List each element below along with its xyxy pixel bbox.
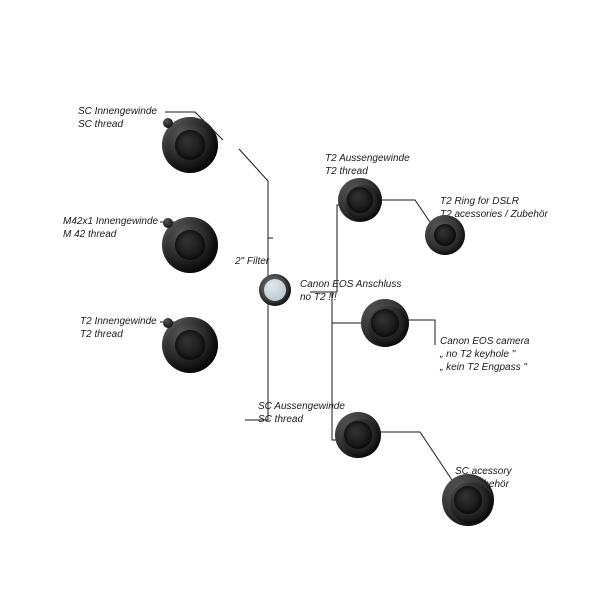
adapter-left1 xyxy=(162,117,218,173)
label-line: 2" Filter xyxy=(235,255,269,268)
label-line: M 42 thread xyxy=(63,228,158,241)
label-line: M42x1 Innengewinde xyxy=(63,215,158,228)
label-filter: 2" Filter xyxy=(235,255,269,268)
adapter-scout xyxy=(335,412,381,458)
label-line: SC Aussengewinde xyxy=(258,400,345,413)
label-line: SC thread xyxy=(78,118,157,131)
label-t2-ring: T2 Ring for DSLR T2 acessories / Zubehör xyxy=(440,195,548,221)
label-t2-inner: T2 Innengewinde T2 thread xyxy=(80,315,157,341)
label-line: Canon EOS camera xyxy=(440,335,530,348)
adapter-left2 xyxy=(162,217,218,273)
adapter-t2out xyxy=(338,178,382,222)
label-m42-inner: M42x1 Innengewinde M 42 thread xyxy=(63,215,158,241)
label-line: SC thread xyxy=(258,413,345,426)
adapter-t2ring xyxy=(425,215,465,255)
label-line: T2 Ring for DSLR xyxy=(440,195,548,208)
label-eos-cam: Canon EOS camera „ no T2 keyhole " „ kei… xyxy=(440,335,530,374)
label-line: T2 thread xyxy=(80,328,157,341)
label-sc-outer: SC Aussengewinde SC thread xyxy=(258,400,345,426)
label-line: T2 thread xyxy=(325,165,410,178)
label-t2-outer: T2 Aussengewinde T2 thread xyxy=(325,152,410,178)
label-line: Canon EOS Anschluss xyxy=(300,278,401,291)
adapter-scacc xyxy=(442,474,494,526)
label-sc-inner: SC Innengewinde SC thread xyxy=(78,105,157,131)
label-line: SC Innengewinde xyxy=(78,105,157,118)
label-line: T2 Innengewinde xyxy=(80,315,157,328)
adapter-eos xyxy=(361,299,409,347)
label-line: „ kein T2 Engpass " xyxy=(440,361,530,374)
label-line: „ no T2 keyhole " xyxy=(440,348,530,361)
adapter-filter xyxy=(259,274,291,306)
label-line: T2 Aussengewinde xyxy=(325,152,410,165)
adapter-left3 xyxy=(162,317,218,373)
